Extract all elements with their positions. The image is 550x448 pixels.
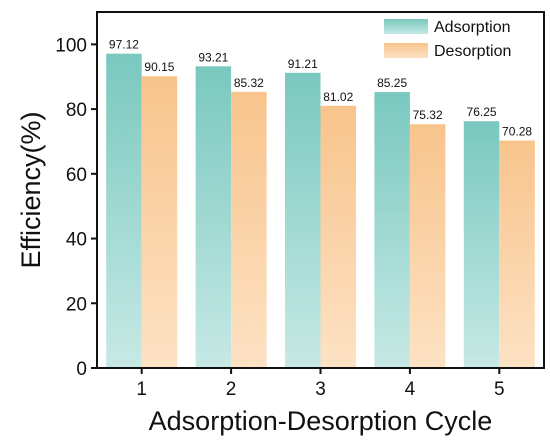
data-label-desorption-cycle-5: 70.28 bbox=[502, 125, 532, 139]
y-tick-label: 20 bbox=[66, 294, 87, 315]
data-label-desorption-cycle-2: 85.32 bbox=[234, 76, 264, 90]
y-tick-label: 100 bbox=[55, 35, 87, 56]
x-axis-ticks: 1 2 3 4 5 bbox=[136, 368, 505, 400]
bar-adsorption-cycle-4 bbox=[374, 92, 410, 368]
y-tick-label: 40 bbox=[66, 230, 87, 251]
bar-desorption-cycle-5 bbox=[499, 140, 535, 368]
bar-desorption-cycle-4 bbox=[409, 124, 446, 369]
data-label-desorption-cycle-3: 81.02 bbox=[323, 90, 353, 104]
data-label-adsorption-cycle-5: 76.25 bbox=[467, 105, 497, 119]
bar-adsorption-cycle-5 bbox=[463, 121, 500, 368]
y-axis-ticks: 0 20 40 60 80 100 bbox=[55, 35, 97, 380]
bar-desorption-cycle-3 bbox=[320, 105, 356, 368]
y-tick-label: 80 bbox=[66, 100, 87, 121]
data-label-adsorption-cycle-1: 97.12 bbox=[109, 38, 139, 52]
legend-label-adsorption: Adsorption bbox=[434, 19, 511, 36]
y-tick-label: 60 bbox=[66, 165, 87, 186]
x-tick-label: 1 bbox=[136, 379, 147, 400]
bar-adsorption-cycle-3 bbox=[285, 72, 321, 368]
bar-desorption-cycle-1 bbox=[141, 76, 178, 369]
data-label-adsorption-cycle-4: 85.25 bbox=[377, 76, 407, 90]
x-tick-label: 2 bbox=[226, 379, 237, 400]
bar-desorption-cycle-2 bbox=[231, 91, 267, 369]
bars-group bbox=[106, 53, 535, 369]
x-axis-title: Adsorption-Desorption Cycle bbox=[149, 406, 493, 436]
legend-label-desorption: Desorption bbox=[434, 43, 511, 60]
x-tick-label: 5 bbox=[494, 379, 505, 400]
legend-swatch-adsorption bbox=[384, 19, 428, 34]
data-labels-group: 97.12 90.15 93.21 85.32 91.21 81.02 85.25 75.32… bbox=[109, 38, 532, 139]
data-label-adsorption-cycle-2: 93.21 bbox=[198, 50, 228, 64]
bar-adsorption-cycle-1 bbox=[106, 53, 142, 369]
y-tick-label: 0 bbox=[76, 359, 87, 380]
x-tick-label: 4 bbox=[405, 379, 416, 400]
bar-adsorption-cycle-2 bbox=[195, 66, 232, 368]
data-label-adsorption-cycle-3: 91.21 bbox=[288, 57, 318, 71]
y-axis-title: Efficiency(%) bbox=[16, 111, 46, 268]
legend: Adsorption Desorption bbox=[384, 19, 511, 60]
x-tick-label: 3 bbox=[315, 379, 326, 400]
data-label-desorption-cycle-1: 90.15 bbox=[144, 60, 174, 74]
data-label-desorption-cycle-4: 75.32 bbox=[413, 108, 443, 122]
legend-swatch-desorption bbox=[384, 43, 428, 58]
